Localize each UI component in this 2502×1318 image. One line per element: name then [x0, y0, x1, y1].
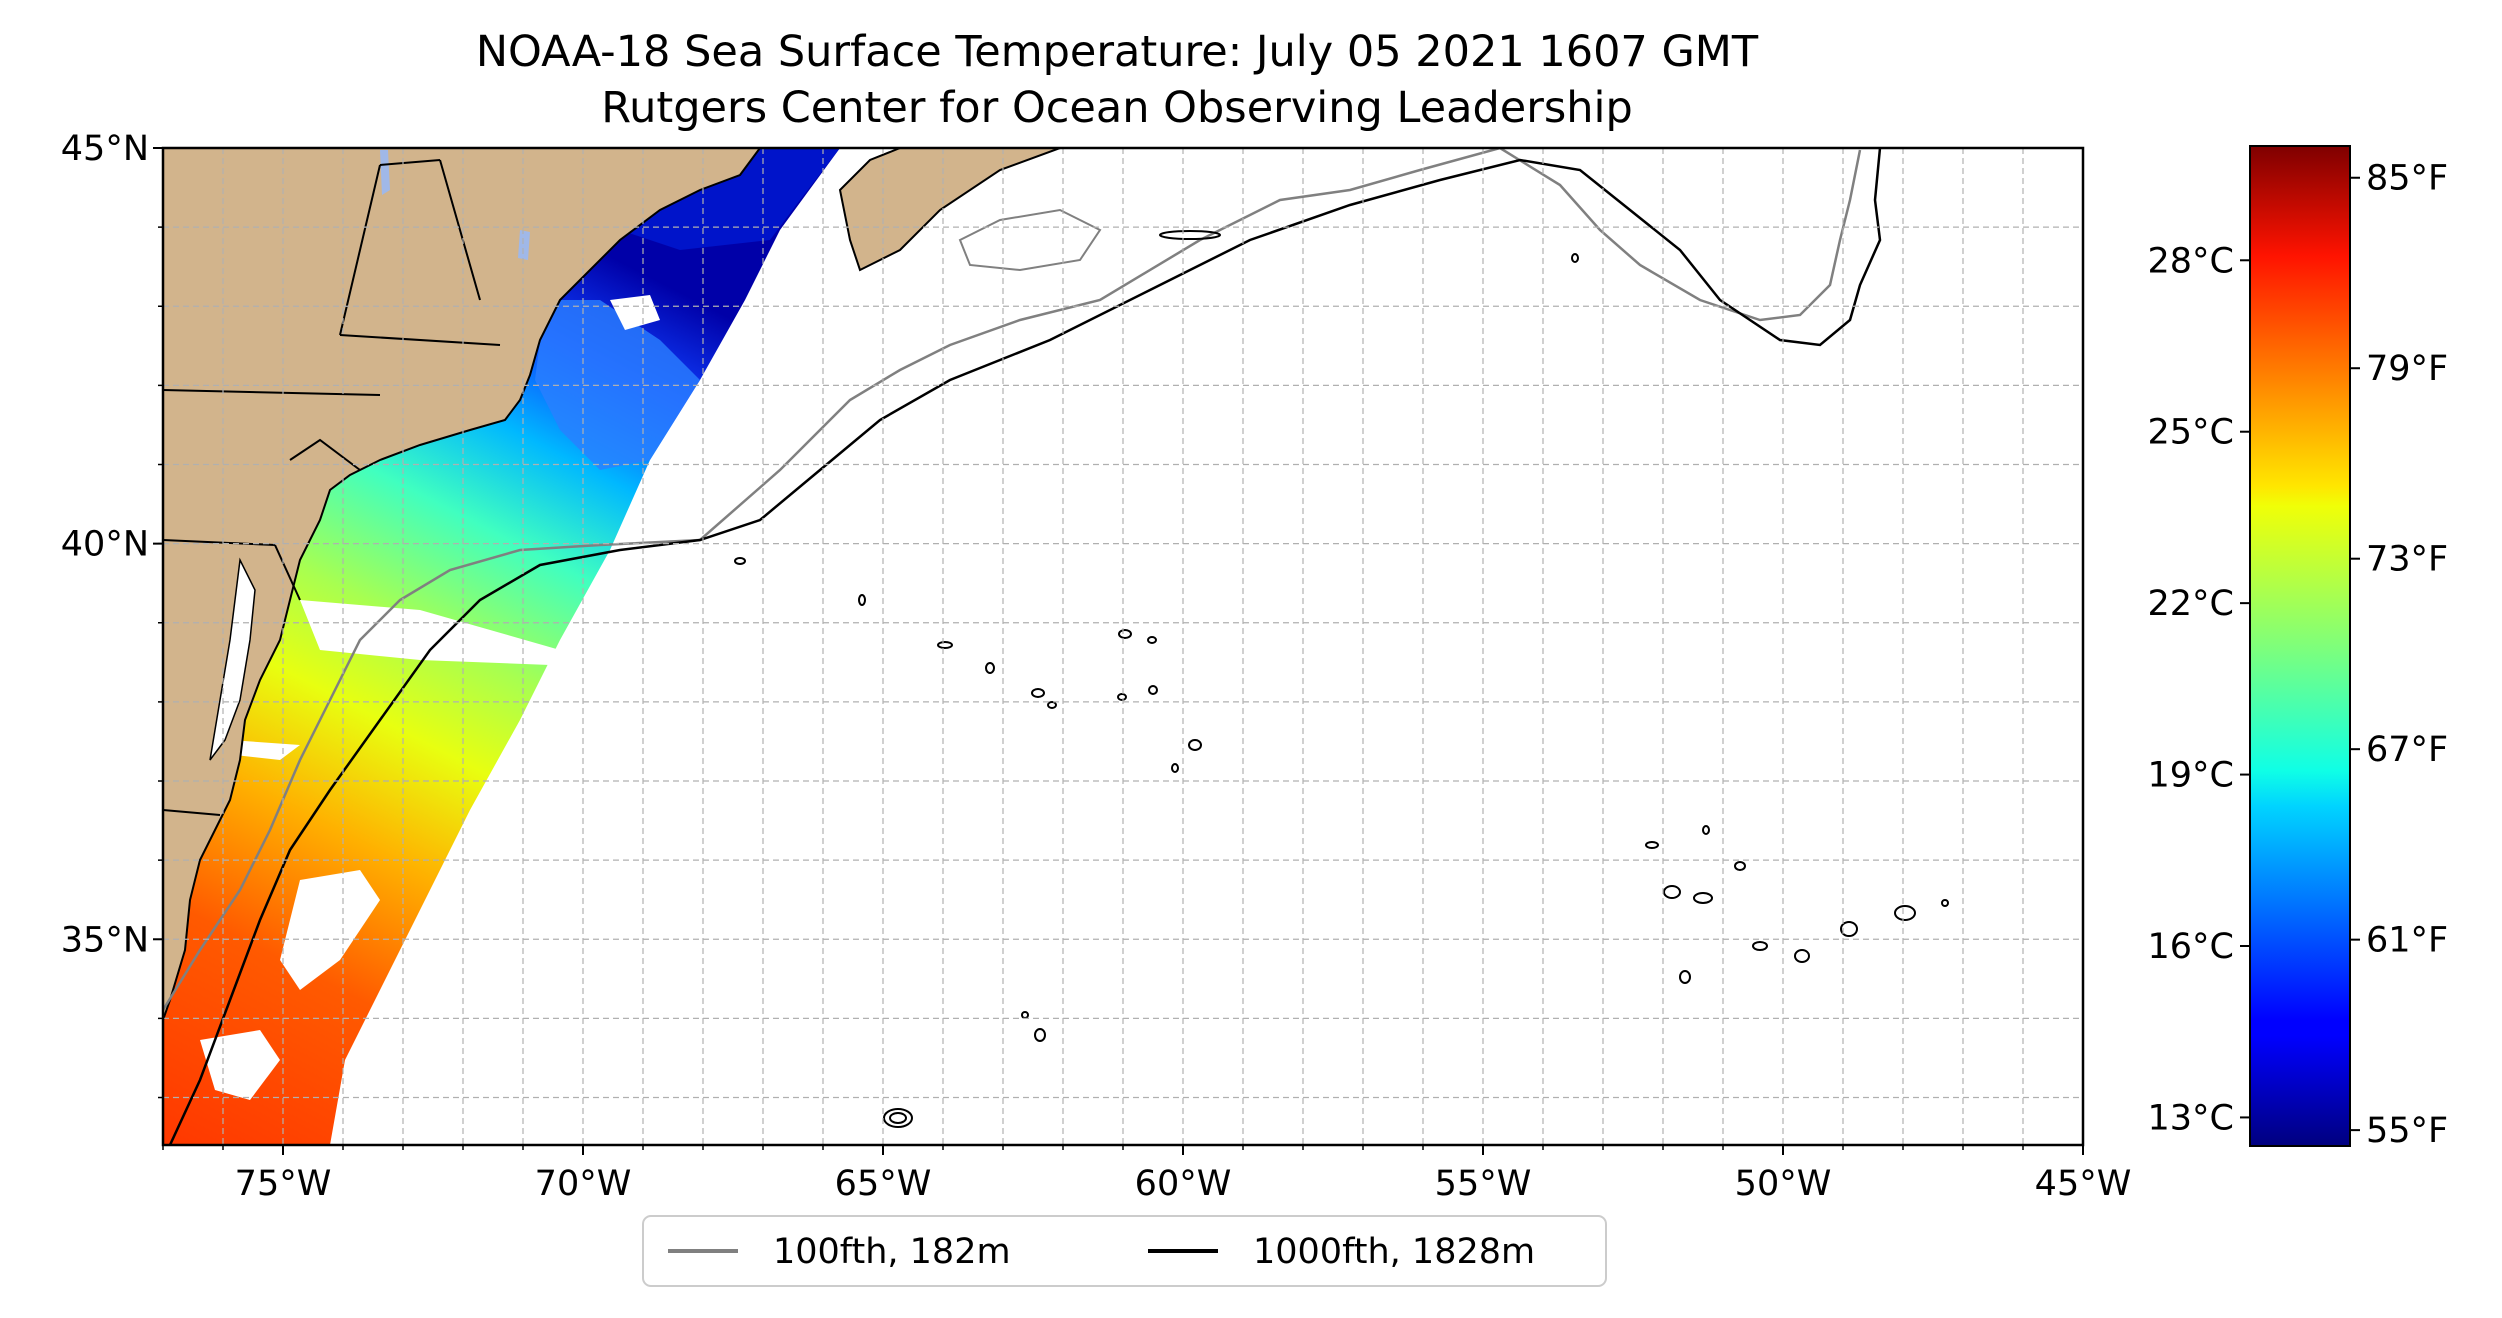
cloud-gap: [230, 740, 300, 760]
lon-tick-label: 45°W: [2035, 1164, 2132, 1204]
colorbar-celsius-label: 19°C: [2148, 756, 2234, 796]
inland-lake: [380, 150, 390, 195]
cloud-gap: [610, 295, 660, 330]
colorbar-fahrenheit-label: 55°F: [2366, 1111, 2448, 1151]
lon-tick-label: 75°W: [235, 1164, 332, 1204]
colorbar-fahrenheit-label: 85°F: [2366, 159, 2448, 199]
colorbar-fahrenheit-label: 79°F: [2366, 349, 2448, 389]
lon-tick-label: 50°W: [1735, 1164, 1832, 1204]
colorbar-celsius-label: 25°C: [2148, 413, 2234, 453]
map-subtitle: Rutgers Center for Ocean Observing Leade…: [601, 83, 1633, 133]
colorbar-fahrenheit-ticks: 55°F 61°F 67°F 73°F 79°F 85°F: [2350, 159, 2448, 1151]
land-nova-scotia: [838, 148, 1061, 272]
latitude-tick-labels: 45°N 40°N 35°N: [61, 129, 163, 1099]
isobath-100fth: [958, 208, 1102, 272]
colorbar-celsius-label: 22°C: [2148, 584, 2234, 624]
longitude-tick-labels: 75°W 70°W 65°W 60°W 55°W 50°W 45°W: [162, 1145, 2132, 1204]
isobath-1000fth: [168, 148, 1882, 1145]
colorbar-celsius-label: 28°C: [2148, 241, 2234, 281]
cloud-gap: [280, 870, 380, 990]
inland-lake: [518, 230, 530, 260]
lon-tick-label: 55°W: [1435, 1164, 1532, 1204]
cloud-gap: [200, 1030, 280, 1100]
legend-box: [642, 1215, 1607, 1287]
colorbar-celsius-label: 13°C: [2148, 1098, 2234, 1138]
lat-tick-label: 45°N: [61, 129, 149, 169]
legend: 100fth, 182m 1000fth, 1828m: [642, 1215, 1607, 1287]
legend-label-100fth: 100fth, 182m: [773, 1232, 1011, 1272]
lat-tick-label: 35°N: [61, 920, 149, 960]
colorbar-fahrenheit-label: 61°F: [2366, 921, 2448, 961]
lon-tick-label: 60°W: [1135, 1164, 1232, 1204]
map-area: [163, 148, 2083, 1145]
cloud-gap: [300, 600, 560, 665]
gridlines: [163, 148, 2083, 1145]
colorbar-ramp: [2249, 145, 2351, 1147]
map-title: NOAA-18 Sea Surface Temperature: July 05…: [476, 27, 1759, 77]
colorbar: 13°C 16°C 19°C 22°C 25°C 28°C 55°F 61°F 67°F 73°…: [2148, 145, 2448, 1151]
chesapeake-bay: [209, 557, 256, 761]
colorbar-celsius-ticks: 13°C 16°C 19°C 22°C 25°C 28°C: [2148, 241, 2250, 1138]
colorbar-fahrenheit-label: 67°F: [2366, 730, 2448, 770]
lon-tick-label: 65°W: [835, 1164, 932, 1204]
colorbar-fahrenheit-label: 73°F: [2366, 540, 2448, 580]
lon-tick-label: 70°W: [535, 1164, 632, 1204]
seamounts: [734, 230, 1949, 1128]
colorbar-celsius-label: 16°C: [2148, 927, 2234, 967]
land-north-america: [163, 148, 762, 1021]
lat-tick-label: 40°N: [61, 525, 149, 565]
legend-label-1000fth: 1000fth, 1828m: [1253, 1232, 1535, 1272]
